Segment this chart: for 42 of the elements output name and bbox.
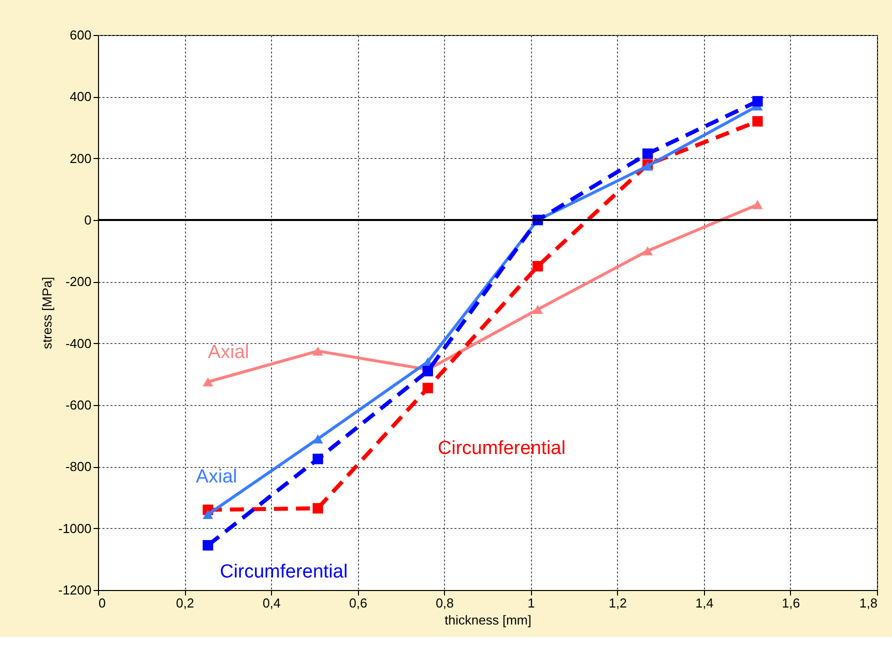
y-tick-label: 400 (70, 89, 92, 104)
x-tick-label: 0,8 (436, 596, 454, 610)
y-tick-label: -200 (65, 274, 92, 290)
y-tick-label: 600 (70, 28, 92, 42)
point (642, 148, 653, 159)
y-tick-label: -600 (65, 398, 92, 412)
x-tick-label: 1,6 (782, 596, 800, 610)
point (202, 377, 214, 386)
point (532, 304, 543, 314)
y-tick-label: -800 (65, 459, 92, 474)
x-axis-title: thickness [mm] (444, 612, 532, 628)
series-label: Axial (208, 342, 250, 363)
x-tick-label: 1,8 (859, 596, 878, 610)
point (422, 382, 434, 394)
point (312, 434, 324, 444)
point (202, 540, 214, 551)
y-tick-label: 200 (70, 150, 92, 166)
text: Circumferential (438, 438, 566, 460)
x-tick-label: 0,6 (349, 596, 368, 610)
series-label: Circumferential (220, 561, 348, 582)
point (312, 454, 324, 464)
y-tick-label: -1200 (58, 582, 92, 598)
point (642, 162, 653, 171)
point (642, 246, 653, 256)
y-tick-label: -400 (65, 336, 92, 351)
point (752, 116, 763, 127)
x-tick-label: 1,4 (695, 596, 714, 610)
x-tick-label: 0,4 (262, 596, 281, 610)
y-axis-title: stress [MPa] (39, 276, 54, 350)
series-label: Axial (196, 466, 238, 488)
x-tick-label: 0,2 (176, 596, 194, 610)
point (202, 510, 214, 519)
y-tick-label: 0 (84, 212, 92, 228)
point (532, 261, 543, 272)
point (752, 96, 763, 107)
point (312, 503, 324, 514)
x-tick-label: 0 (98, 596, 106, 610)
y-tick-label: -1000 (58, 520, 92, 536)
x-tick-label: 1,2 (608, 596, 627, 610)
x-tick-label: 1 (528, 596, 535, 610)
point (752, 200, 763, 210)
point (312, 346, 324, 356)
